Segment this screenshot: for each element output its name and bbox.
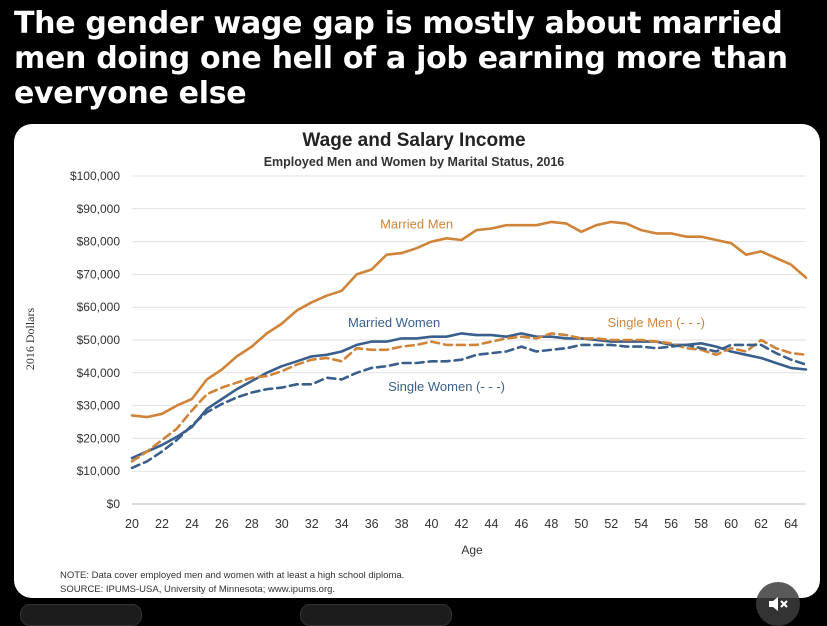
x-tick-label: 38 xyxy=(395,517,409,531)
x-tick-label: 62 xyxy=(754,517,768,531)
series-label: Single Women (- - -) xyxy=(388,379,505,394)
y-tick-label: $70,000 xyxy=(77,267,121,281)
series-label: Married Men xyxy=(380,216,453,231)
x-ticks: 20 22 24 26 28 30 32 34 36 38 40 42 44 46 48 50 52 54 56 58… xyxy=(125,517,798,531)
series-labels: Married Men Married Women Single Men (- - … xyxy=(348,216,705,393)
y-tick-label: $20,000 xyxy=(77,431,121,445)
x-tick-label: 52 xyxy=(604,517,618,531)
series xyxy=(130,220,808,470)
y-tick-label: $60,000 xyxy=(77,300,121,314)
series-line-married-women xyxy=(130,332,808,460)
y-ticks: $0 $10,000 $20,000 $30,000 $40,000 $50,000 $60… xyxy=(70,169,120,511)
chart-note: NOTE: Data cover employed men and women … xyxy=(60,570,404,581)
headline: The gender wage gap is mostly about marr… xyxy=(14,6,788,111)
chart-subtitle: Employed Men and Women by Marital Status… xyxy=(264,155,565,169)
y-tick-label: $80,000 xyxy=(77,235,121,249)
x-tick-label: 58 xyxy=(694,517,708,531)
chart-card: Wage and Salary Income Employed Men and … xyxy=(14,124,820,598)
x-tick-label: 28 xyxy=(245,517,259,531)
series-line-married-men xyxy=(130,220,808,419)
y-tick-label: $30,000 xyxy=(77,399,121,413)
y-tick-label: $0 xyxy=(107,497,121,511)
x-tick-label: 24 xyxy=(185,517,199,531)
chart-source: SOURCE: IPUMS-USA, University of Minneso… xyxy=(60,584,335,595)
y-axis-label: 2016 Dollars xyxy=(23,308,37,371)
x-axis-label: Age xyxy=(461,543,483,557)
series-line-single-men xyxy=(130,332,808,463)
y-tick-label: $100,000 xyxy=(70,169,120,183)
x-tick-label: 36 xyxy=(365,517,379,531)
x-tick-label: 54 xyxy=(634,517,648,531)
x-tick-label: 40 xyxy=(425,517,439,531)
x-tick-label: 60 xyxy=(724,517,738,531)
bottom-control-pill[interactable] xyxy=(20,604,142,626)
x-tick-label: 26 xyxy=(215,517,229,531)
x-tick-label: 44 xyxy=(485,517,499,531)
x-tick-label: 34 xyxy=(335,517,349,531)
x-tick-label: 48 xyxy=(544,517,558,531)
x-tick-label: 50 xyxy=(574,517,588,531)
x-tick-label: 22 xyxy=(155,517,169,531)
wage-chart: Wage and Salary Income Employed Men and … xyxy=(23,130,808,595)
x-tick-label: 32 xyxy=(305,517,319,531)
series-label: Married Women xyxy=(348,315,440,330)
bottom-control-pill[interactable] xyxy=(300,604,452,626)
x-tick-label: 46 xyxy=(514,517,528,531)
chart-title: Wage and Salary Income xyxy=(302,130,525,151)
y-tick-label: $90,000 xyxy=(77,202,121,216)
series-label: Single Men (- - -) xyxy=(607,315,705,330)
series-line-single-women xyxy=(130,343,808,470)
x-tick-label: 56 xyxy=(664,517,678,531)
x-tick-label: 64 xyxy=(784,517,798,531)
mute-button[interactable] xyxy=(756,582,800,626)
x-tick-label: 42 xyxy=(455,517,469,531)
speaker-muted-icon xyxy=(769,597,788,611)
x-tick-label: 20 xyxy=(125,517,139,531)
y-tick-label: $10,000 xyxy=(77,464,121,478)
y-tick-label: $40,000 xyxy=(77,366,121,380)
y-tick-label: $50,000 xyxy=(77,333,121,347)
grid xyxy=(132,175,806,505)
x-tick-label: 30 xyxy=(275,517,289,531)
